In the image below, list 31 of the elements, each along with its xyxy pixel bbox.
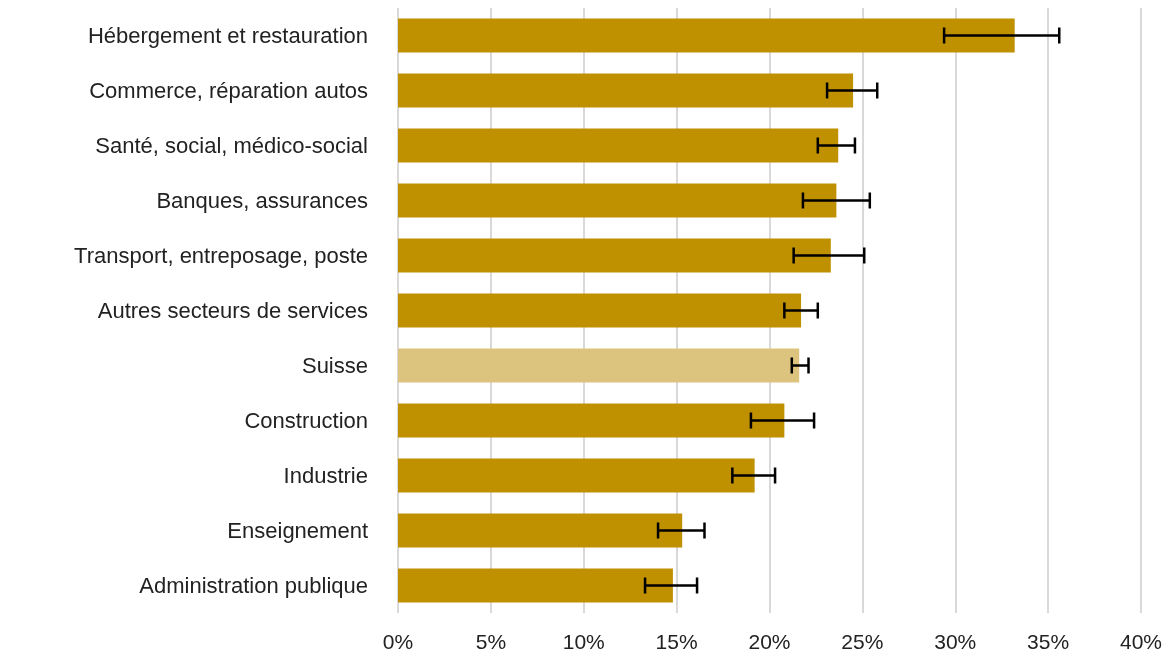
x-tick-label: 15% [655,630,698,653]
bar [398,293,802,328]
y-tick-label: Construction [244,408,368,433]
bar [398,238,831,273]
bar [398,128,839,163]
bar [398,513,683,548]
y-tick-label: Hébergement et restauration [87,23,368,48]
y-tick-label: Suisse [301,353,368,378]
bar [398,458,755,493]
bar [398,73,854,108]
y-tick-label: Transport, entreposage, poste [74,243,368,268]
x-tick-label: 20% [748,630,791,653]
y-tick-label: Industrie [283,463,368,488]
y-tick-label: Administration publique [139,573,368,598]
bar [398,403,785,438]
y-tick-label: Banques, assurances [156,188,368,213]
y-tick-label: Santé, social, médico-social [95,133,368,158]
bar [398,183,837,218]
x-tick-label: 30% [934,630,977,653]
bar [398,18,1015,53]
x-tick-label: 10% [562,630,605,653]
y-tick-label: Commerce, réparation autos [89,78,368,103]
bar [398,568,673,603]
y-tick-label: Autres secteurs de services [97,298,368,323]
x-tick-label: 40% [1119,630,1163,653]
x-tick-label: 5% [475,630,507,653]
bar [398,348,800,383]
x-tick-label: 35% [1027,630,1070,653]
x-tick-label: 25% [841,630,884,653]
y-tick-label: Enseignement [227,518,368,543]
x-tick-label: 0% [382,630,414,653]
